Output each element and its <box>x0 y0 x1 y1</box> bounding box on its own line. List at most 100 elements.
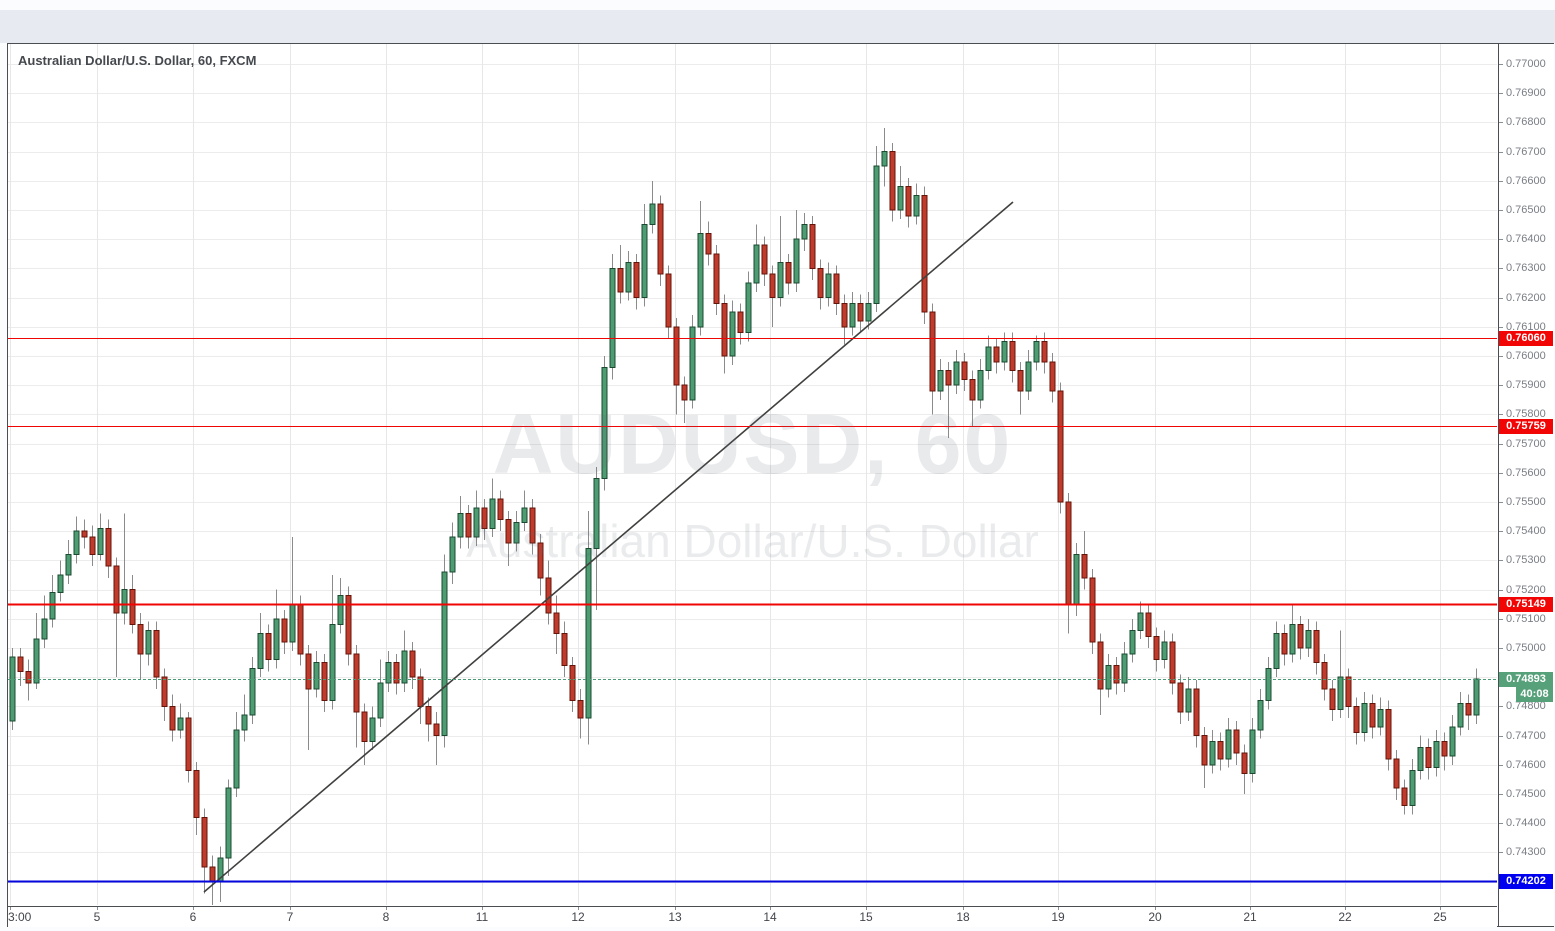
candle-down[interactable] <box>1401 787 1408 807</box>
candle-down[interactable] <box>105 527 112 567</box>
candle-down[interactable] <box>841 302 848 328</box>
candle-down[interactable] <box>321 662 328 702</box>
candle-down[interactable] <box>1241 752 1248 775</box>
candle-up[interactable] <box>609 267 616 369</box>
candle-up[interactable] <box>865 302 872 322</box>
candle-down[interactable] <box>905 186 912 217</box>
candle-up[interactable] <box>601 367 608 480</box>
candle-down[interactable] <box>537 542 544 579</box>
candle-down[interactable] <box>1425 746 1432 769</box>
candle-down[interactable] <box>633 262 640 299</box>
candle-up[interactable] <box>745 282 752 334</box>
candle-up[interactable] <box>49 592 56 620</box>
candle-down[interactable] <box>833 273 840 304</box>
candle-up[interactable] <box>441 571 448 737</box>
candle-up[interactable] <box>1257 700 1264 731</box>
candle-up[interactable] <box>1377 708 1384 728</box>
candle-down[interactable] <box>1153 635 1160 661</box>
candle-up[interactable] <box>9 656 16 722</box>
candle-up[interactable] <box>977 370 984 401</box>
candle-up[interactable] <box>1289 624 1296 655</box>
candle-up[interactable] <box>985 346 992 372</box>
candle-down[interactable] <box>1233 729 1240 754</box>
candle-up[interactable] <box>649 203 656 226</box>
candle-down[interactable] <box>1313 629 1320 664</box>
candle-down[interactable] <box>193 770 200 818</box>
candle-up[interactable] <box>1001 340 1008 363</box>
candle-up[interactable] <box>1033 340 1040 363</box>
candle-down[interactable] <box>81 530 88 538</box>
candle-down[interactable] <box>1089 577 1096 643</box>
candle-up[interactable] <box>233 729 240 789</box>
candle-down[interactable] <box>425 705 432 725</box>
candle-down[interactable] <box>297 603 304 655</box>
candle-up[interactable] <box>329 624 336 702</box>
candle-down[interactable] <box>137 624 144 655</box>
candle-down[interactable] <box>1393 758 1400 789</box>
candle-up[interactable] <box>753 244 760 284</box>
candle-up[interactable] <box>1137 612 1144 631</box>
candle-down[interactable] <box>553 612 560 634</box>
candle-down[interactable] <box>969 378 976 401</box>
candle-down[interactable] <box>201 816 208 868</box>
candlestick-chart[interactable] <box>8 44 1497 905</box>
candle-up[interactable] <box>849 302 856 328</box>
candle-down[interactable] <box>393 662 400 684</box>
candle-down[interactable] <box>1081 554 1088 579</box>
candle-up[interactable] <box>641 224 648 299</box>
candle-down[interactable] <box>113 565 120 614</box>
candle-down[interactable] <box>265 632 272 661</box>
candle-down[interactable] <box>1281 632 1288 655</box>
candle-down[interactable] <box>705 232 712 255</box>
candle-up[interactable] <box>697 232 704 328</box>
candle-down[interactable] <box>993 346 1000 363</box>
candle-down[interactable] <box>921 194 928 313</box>
candle-down[interactable] <box>1193 688 1200 737</box>
candle-down[interactable] <box>761 244 768 275</box>
candle-up[interactable] <box>897 186 904 211</box>
candle-down[interactable] <box>769 273 776 299</box>
candle-up[interactable] <box>793 238 800 284</box>
candle-up[interactable] <box>1457 702 1464 728</box>
candle-up[interactable] <box>1265 667 1272 702</box>
candle-down[interactable] <box>681 384 688 401</box>
candle-down[interactable] <box>529 507 536 544</box>
candle-up[interactable] <box>73 530 80 556</box>
candle-up[interactable] <box>729 311 736 357</box>
candle-down[interactable] <box>345 594 352 655</box>
candle-down[interactable] <box>945 370 952 386</box>
candle-up[interactable] <box>313 662 320 690</box>
candle-up[interactable] <box>65 554 72 576</box>
candle-down[interactable] <box>809 224 816 269</box>
candle-up[interactable] <box>689 326 696 401</box>
candle-up[interactable] <box>337 594 344 626</box>
candle-up[interactable] <box>41 618 48 640</box>
price-axis[interactable]: 0.77000 0.76900 0.76800 0.76700 0.76600 0.765… <box>1498 44 1554 926</box>
candle-down[interactable] <box>1345 676 1352 707</box>
candle-down[interactable] <box>305 653 312 690</box>
candle-up[interactable] <box>401 650 408 684</box>
candle-down[interactable] <box>361 711 368 742</box>
candle-up[interactable] <box>289 603 296 643</box>
candle-down[interactable] <box>1041 340 1048 363</box>
candle-down[interactable] <box>617 267 624 293</box>
candle-down[interactable] <box>1441 740 1448 757</box>
candle-up[interactable] <box>1185 688 1192 713</box>
candle-down[interactable] <box>89 536 96 556</box>
candle-up[interactable] <box>513 521 520 544</box>
candle-down[interactable] <box>1329 688 1336 710</box>
candle-up[interactable] <box>257 632 264 669</box>
candle-down[interactable] <box>465 513 472 538</box>
candle-up[interactable] <box>1273 632 1280 669</box>
candle-up[interactable] <box>1361 702 1368 734</box>
candle-up[interactable] <box>241 714 248 731</box>
candle-up[interactable] <box>33 638 40 684</box>
candle-down[interactable] <box>1465 702 1472 716</box>
candle-up[interactable] <box>625 262 632 293</box>
candle-down[interactable] <box>353 653 360 713</box>
candle-down[interactable] <box>433 723 440 737</box>
candle-down[interactable] <box>417 676 424 707</box>
candle-down[interactable] <box>1385 708 1392 760</box>
candle-up[interactable] <box>177 717 184 731</box>
candle-down[interactable] <box>1321 662 1328 690</box>
